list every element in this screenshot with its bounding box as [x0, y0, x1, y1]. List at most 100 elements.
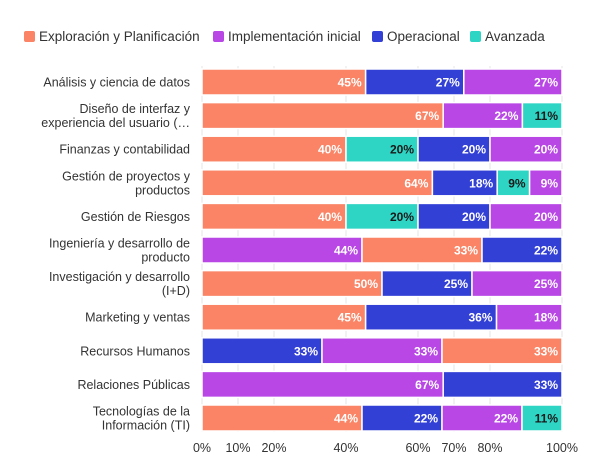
category-label: Recursos Humanos [80, 344, 190, 358]
bar-segment-imp[interactable] [321, 337, 443, 365]
bar-segment-ava[interactable] [521, 101, 563, 130]
bar-segment-imp[interactable] [463, 68, 563, 96]
bar-segment-imp[interactable] [441, 404, 523, 432]
category-label: Diseño de interfaz y experiencia del usua… [41, 102, 190, 130]
bars: 45% 27% 27% 67% 22% 11% 40% 20% 20% 20% 64% 18% 9% 9%… [201, 68, 563, 432]
data-label: 64% [404, 176, 428, 190]
data-label: 20% [534, 210, 558, 224]
bar-row: 64% 18% 9% 9% [201, 169, 563, 197]
x-tick-label: 80% [477, 441, 502, 455]
data-label: 11% [535, 109, 559, 123]
bar-segment-ope[interactable] [417, 135, 491, 163]
data-label: 9% [541, 176, 559, 190]
bar-row: 44% 22% 22% 11% [201, 404, 563, 432]
data-label: 33% [534, 344, 558, 358]
bar-segment-ava[interactable] [345, 202, 419, 231]
bar-segment-imp[interactable] [528, 169, 563, 197]
bar-segment-ope[interactable] [201, 337, 323, 365]
data-label: 25% [444, 277, 468, 291]
bar-row: 40% 20% 20% 20% [201, 135, 563, 163]
bar-segment-exp[interactable] [201, 169, 434, 197]
x-tick-label: 20% [261, 441, 286, 455]
bar-segment-imp[interactable] [489, 135, 563, 163]
bar-segment-exp[interactable] [201, 404, 363, 432]
x-tick-label: 0% [193, 441, 211, 455]
data-label: 44% [334, 412, 358, 426]
data-label: 22% [414, 412, 438, 426]
category-label: Marketing y ventas [85, 311, 190, 325]
category-label: Finanzas y contabilidad [59, 143, 190, 157]
data-label: 40% [318, 210, 342, 224]
data-label: 20% [462, 210, 486, 224]
bar-segment-exp[interactable] [201, 135, 347, 163]
bar-segment-exp[interactable] [201, 269, 383, 298]
bar-segment-ope[interactable] [442, 370, 563, 399]
data-label: 36% [469, 311, 493, 325]
data-label: 22% [494, 109, 518, 123]
data-label: 33% [414, 344, 438, 358]
bar-segment-ava[interactable] [496, 169, 531, 197]
data-label: 22% [494, 412, 518, 426]
legend-swatch [213, 31, 224, 42]
legend-label: Exploración y Planificación [39, 29, 200, 44]
bar-segment-exp[interactable] [201, 303, 367, 331]
legend-item-exp[interactable]: Exploración y Planificación [24, 29, 200, 44]
bar-row: 50% 25% 25% [201, 269, 563, 298]
bar-segment-imp[interactable] [471, 269, 563, 298]
bar-segment-ope[interactable] [361, 404, 443, 432]
legend-label: Operacional [387, 29, 460, 44]
legend-label: Implementación inicial [228, 29, 361, 44]
bar-segment-ope[interactable] [417, 202, 491, 231]
bar-row: 44% 33% 22% [201, 236, 563, 264]
x-tick-label: 60% [405, 441, 430, 455]
bar-row: 45% 27% 27% [201, 68, 563, 96]
data-label: 33% [534, 378, 558, 392]
data-label: 44% [334, 244, 358, 258]
bar-segment-exp[interactable] [361, 236, 483, 264]
bar-row: 33% 33% 33% [201, 337, 563, 365]
legend-swatch [24, 31, 35, 42]
bar-row: 45% 36% 18% [201, 303, 563, 331]
category-label: Gestión de proyectos y productos [62, 169, 191, 197]
bar-segment-imp[interactable] [201, 370, 444, 399]
legend-item-ope[interactable]: Operacional [372, 29, 460, 44]
legend-swatch [372, 31, 383, 42]
legend-swatch [470, 31, 481, 42]
data-label: 33% [454, 244, 478, 258]
data-label: 40% [318, 143, 342, 157]
data-label: 18% [469, 176, 493, 190]
bar-segment-ope[interactable] [481, 236, 563, 264]
x-tick-label: 10% [225, 441, 250, 455]
bar-segment-exp[interactable] [201, 68, 367, 96]
category-label: Gestión de Riesgos [81, 210, 190, 224]
bar-segment-ope[interactable] [364, 303, 498, 331]
data-label: 20% [534, 143, 558, 157]
data-label: 20% [462, 143, 486, 157]
bar-segment-imp[interactable] [201, 236, 363, 264]
data-label: 67% [415, 378, 439, 392]
category-label: Análisis y ciencia de datos [43, 76, 190, 90]
bar-segment-ava[interactable] [521, 404, 563, 432]
bar-segment-imp[interactable] [489, 202, 563, 231]
x-tick-label: 70% [441, 441, 466, 455]
data-label: 27% [436, 76, 460, 90]
data-label: 22% [534, 244, 558, 258]
data-label: 27% [534, 76, 558, 90]
bar-segment-exp[interactable] [441, 337, 563, 365]
x-axis: 0% 10% 20% 40% 60% 70% 80% 100% [193, 441, 578, 455]
data-label: 67% [415, 109, 439, 123]
bar-segment-exp[interactable] [201, 101, 444, 130]
bar-segment-exp[interactable] [201, 202, 347, 231]
category-label: Relaciones Públicas [77, 378, 190, 392]
bar-segment-imp[interactable] [495, 303, 563, 331]
bar-segment-ope[interactable] [364, 68, 465, 96]
data-label: 20% [390, 210, 414, 224]
data-label: 18% [534, 311, 558, 325]
legend-item-imp[interactable]: Implementación inicial [213, 29, 361, 44]
legend-item-ava[interactable]: Avanzada [470, 29, 545, 44]
bar-segment-ava[interactable] [345, 135, 419, 163]
data-label: 25% [534, 277, 558, 291]
legend: Exploración y Planificación Implementació… [24, 29, 545, 44]
data-label: 11% [535, 412, 559, 426]
